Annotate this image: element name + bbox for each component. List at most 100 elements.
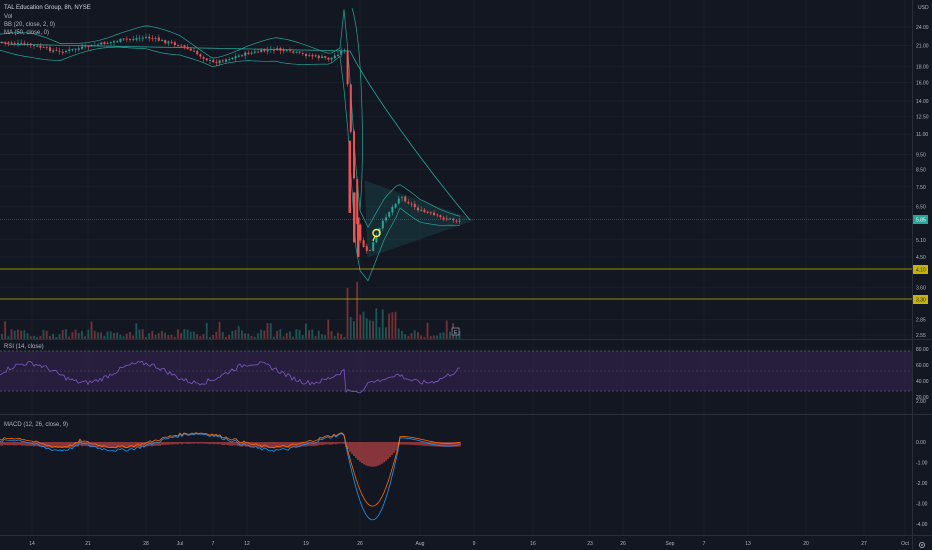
candle-body [23,43,26,45]
macd-hist-bar [55,442,57,448]
volume-bar [20,330,22,339]
volume-bar [141,329,144,339]
candle-body [234,56,237,59]
bb-lower [0,46,461,282]
candle-body [433,212,435,215]
price-tick-label: 9.50 [916,152,926,158]
macd-hist-bar [91,442,93,447]
time-tick-label: Aug [416,541,425,547]
macd-hist-bar [67,442,69,448]
earnings-marker[interactable]: E [451,327,460,336]
time-tick-label: 14 [29,541,35,547]
candle-body [205,58,208,61]
currency-label: USD [918,5,929,11]
time-tick-label: 7 [703,541,706,547]
macd-hist-bar [311,442,313,447]
macd-hist-bar [195,442,197,444]
candle-body [330,57,333,60]
volume-bar [404,334,406,339]
gear-icon[interactable] [919,542,925,548]
candle-body [36,45,39,47]
volume-bar [337,332,339,339]
volume-bar [10,329,13,339]
macd-axis[interactable]: 2.00 0.00 -1.00 -2.00 -3.00 -4.00 [916,399,928,528]
volume-bar [289,331,291,339]
volume-bar [257,333,259,339]
macd-pane[interactable] [0,432,461,521]
candle-body [52,50,55,52]
volume-bar [68,336,70,339]
main-legend[interactable]: TAL Education Group, 8h, NYSE Vol BB (20… [4,5,91,36]
macd-hist-bar [403,442,405,445]
pin-marker-icon[interactable] [372,228,381,242]
volume-bar [106,331,109,339]
candle-body [231,57,234,60]
volume-bar [269,323,272,339]
price-pane[interactable]: E [0,7,912,339]
rsi-axis[interactable]: 80.00 60.00 40.00 20.00 [916,347,929,401]
price-tick-label: 14.00 [916,99,929,105]
macd-legend[interactable]: MACD (12, 26, close, 9) [4,422,68,428]
macd-hist-bar [351,442,353,454]
macd-hist-bar [271,442,273,448]
candle-body [343,50,346,51]
macd-hist-bar [303,442,305,447]
volume-bar [413,330,416,339]
macd-hist-bar [255,442,257,447]
macd-hist-bar [257,442,259,448]
bb-legend[interactable]: BB (20, close, 2, 0) [4,22,55,28]
volume-bar [125,333,128,339]
triangle-drawing[interactable] [364,180,476,258]
candle-body [100,42,103,45]
candle-body [122,38,125,40]
volume-bar [173,336,176,339]
macd-hist-bar [105,442,107,448]
time-axis[interactable]: 14 21 28 Jul 7 12 19 26 Aug 9 16 23 26 Sep 7 13 20 27 Oct [29,541,909,547]
candle-body [212,59,215,63]
macd-hist-bar [283,442,285,448]
volume-bar [212,335,214,339]
volume-bar [340,334,342,339]
volume-bar [263,330,266,339]
candle-body [215,62,218,64]
volume-bar [61,330,64,339]
candle-body [305,53,307,56]
candle-body [141,37,144,39]
rsi-legend[interactable]: RSI (14, close) [4,344,44,350]
volume-bar [381,309,384,339]
symbol-title[interactable]: TAL Education Group, 8h, NYSE [4,5,91,11]
candle-body [109,41,112,43]
macd-hist-bar [307,442,309,447]
candle-body [250,52,253,54]
macd-hist-bar [275,442,277,448]
volume-bar [391,312,394,339]
level-badge-1-value: 4.10 [916,268,926,274]
macd-hist-bar [301,442,303,447]
macd-hist-bar [335,442,337,445]
macd-tick-label: -1.00 [916,461,928,467]
macd-hist-bar [25,442,27,446]
rsi-pane[interactable] [0,350,912,394]
volume-bar [215,331,218,339]
candle-body [455,220,458,222]
macd-hist-bar [281,442,283,448]
vol-legend[interactable]: Vol [4,14,12,20]
candle-body [253,51,256,53]
macd-hist-bar [243,442,245,447]
macd-hist-bar [203,442,205,444]
price-axis[interactable]: USD 24.00 21.00 18.00 16.00 14.00 12.50 11.00 9… [916,5,929,339]
volume-bar [327,319,330,339]
macd-tick-label: 2.00 [916,399,926,405]
macd-hist-bar [355,442,357,459]
candle-body [340,50,343,55]
candle-body [173,42,176,46]
volume-bar [74,329,77,339]
candle-body [58,50,61,52]
ma-50-line [0,41,471,221]
price-tick-label: 11.00 [916,132,928,138]
price-tick-label: 2.55 [916,333,926,339]
macd-hist-bar [189,442,191,444]
ma-legend[interactable]: MA (50, close, 0) [4,30,49,36]
